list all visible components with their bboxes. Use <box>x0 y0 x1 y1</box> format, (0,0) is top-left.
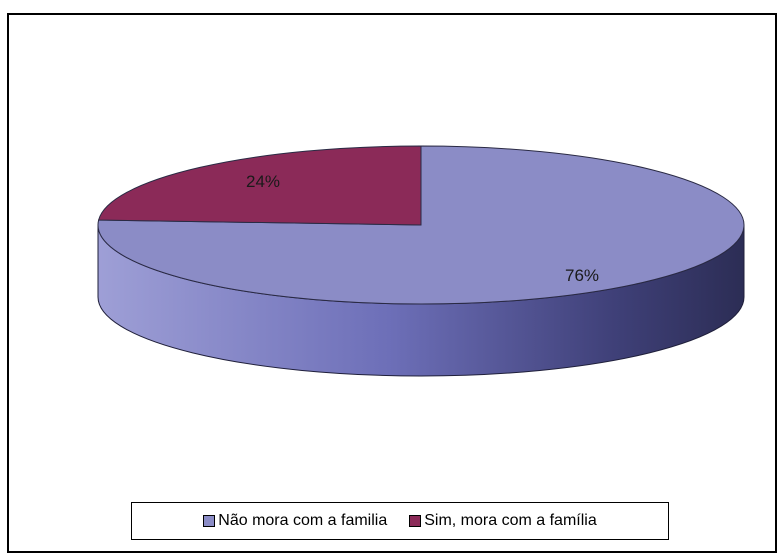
legend: Não mora com a familia Sim, mora com a f… <box>131 502 669 540</box>
data-label-slice-1: 76% <box>565 266 599 285</box>
pie-chart: 24% 76% <box>97 145 745 377</box>
legend-label-nao-mora: Não mora com a familia <box>218 512 388 529</box>
legend-swatch-nao-mora <box>203 515 216 527</box>
legend-label-sim-mora: Sim, mora com a família <box>424 512 597 529</box>
legend-entry-nao-mora: Não mora com a familia <box>203 512 387 530</box>
data-label-slice-2: 24% <box>246 172 280 191</box>
chart-frame: 24% 76% Não mora com a familia Sim, mora… <box>7 13 777 553</box>
slice-sim-mora <box>97 145 422 226</box>
legend-entry-sim-mora: Sim, mora com a família <box>409 512 597 530</box>
legend-swatch-sim-mora <box>409 515 422 527</box>
